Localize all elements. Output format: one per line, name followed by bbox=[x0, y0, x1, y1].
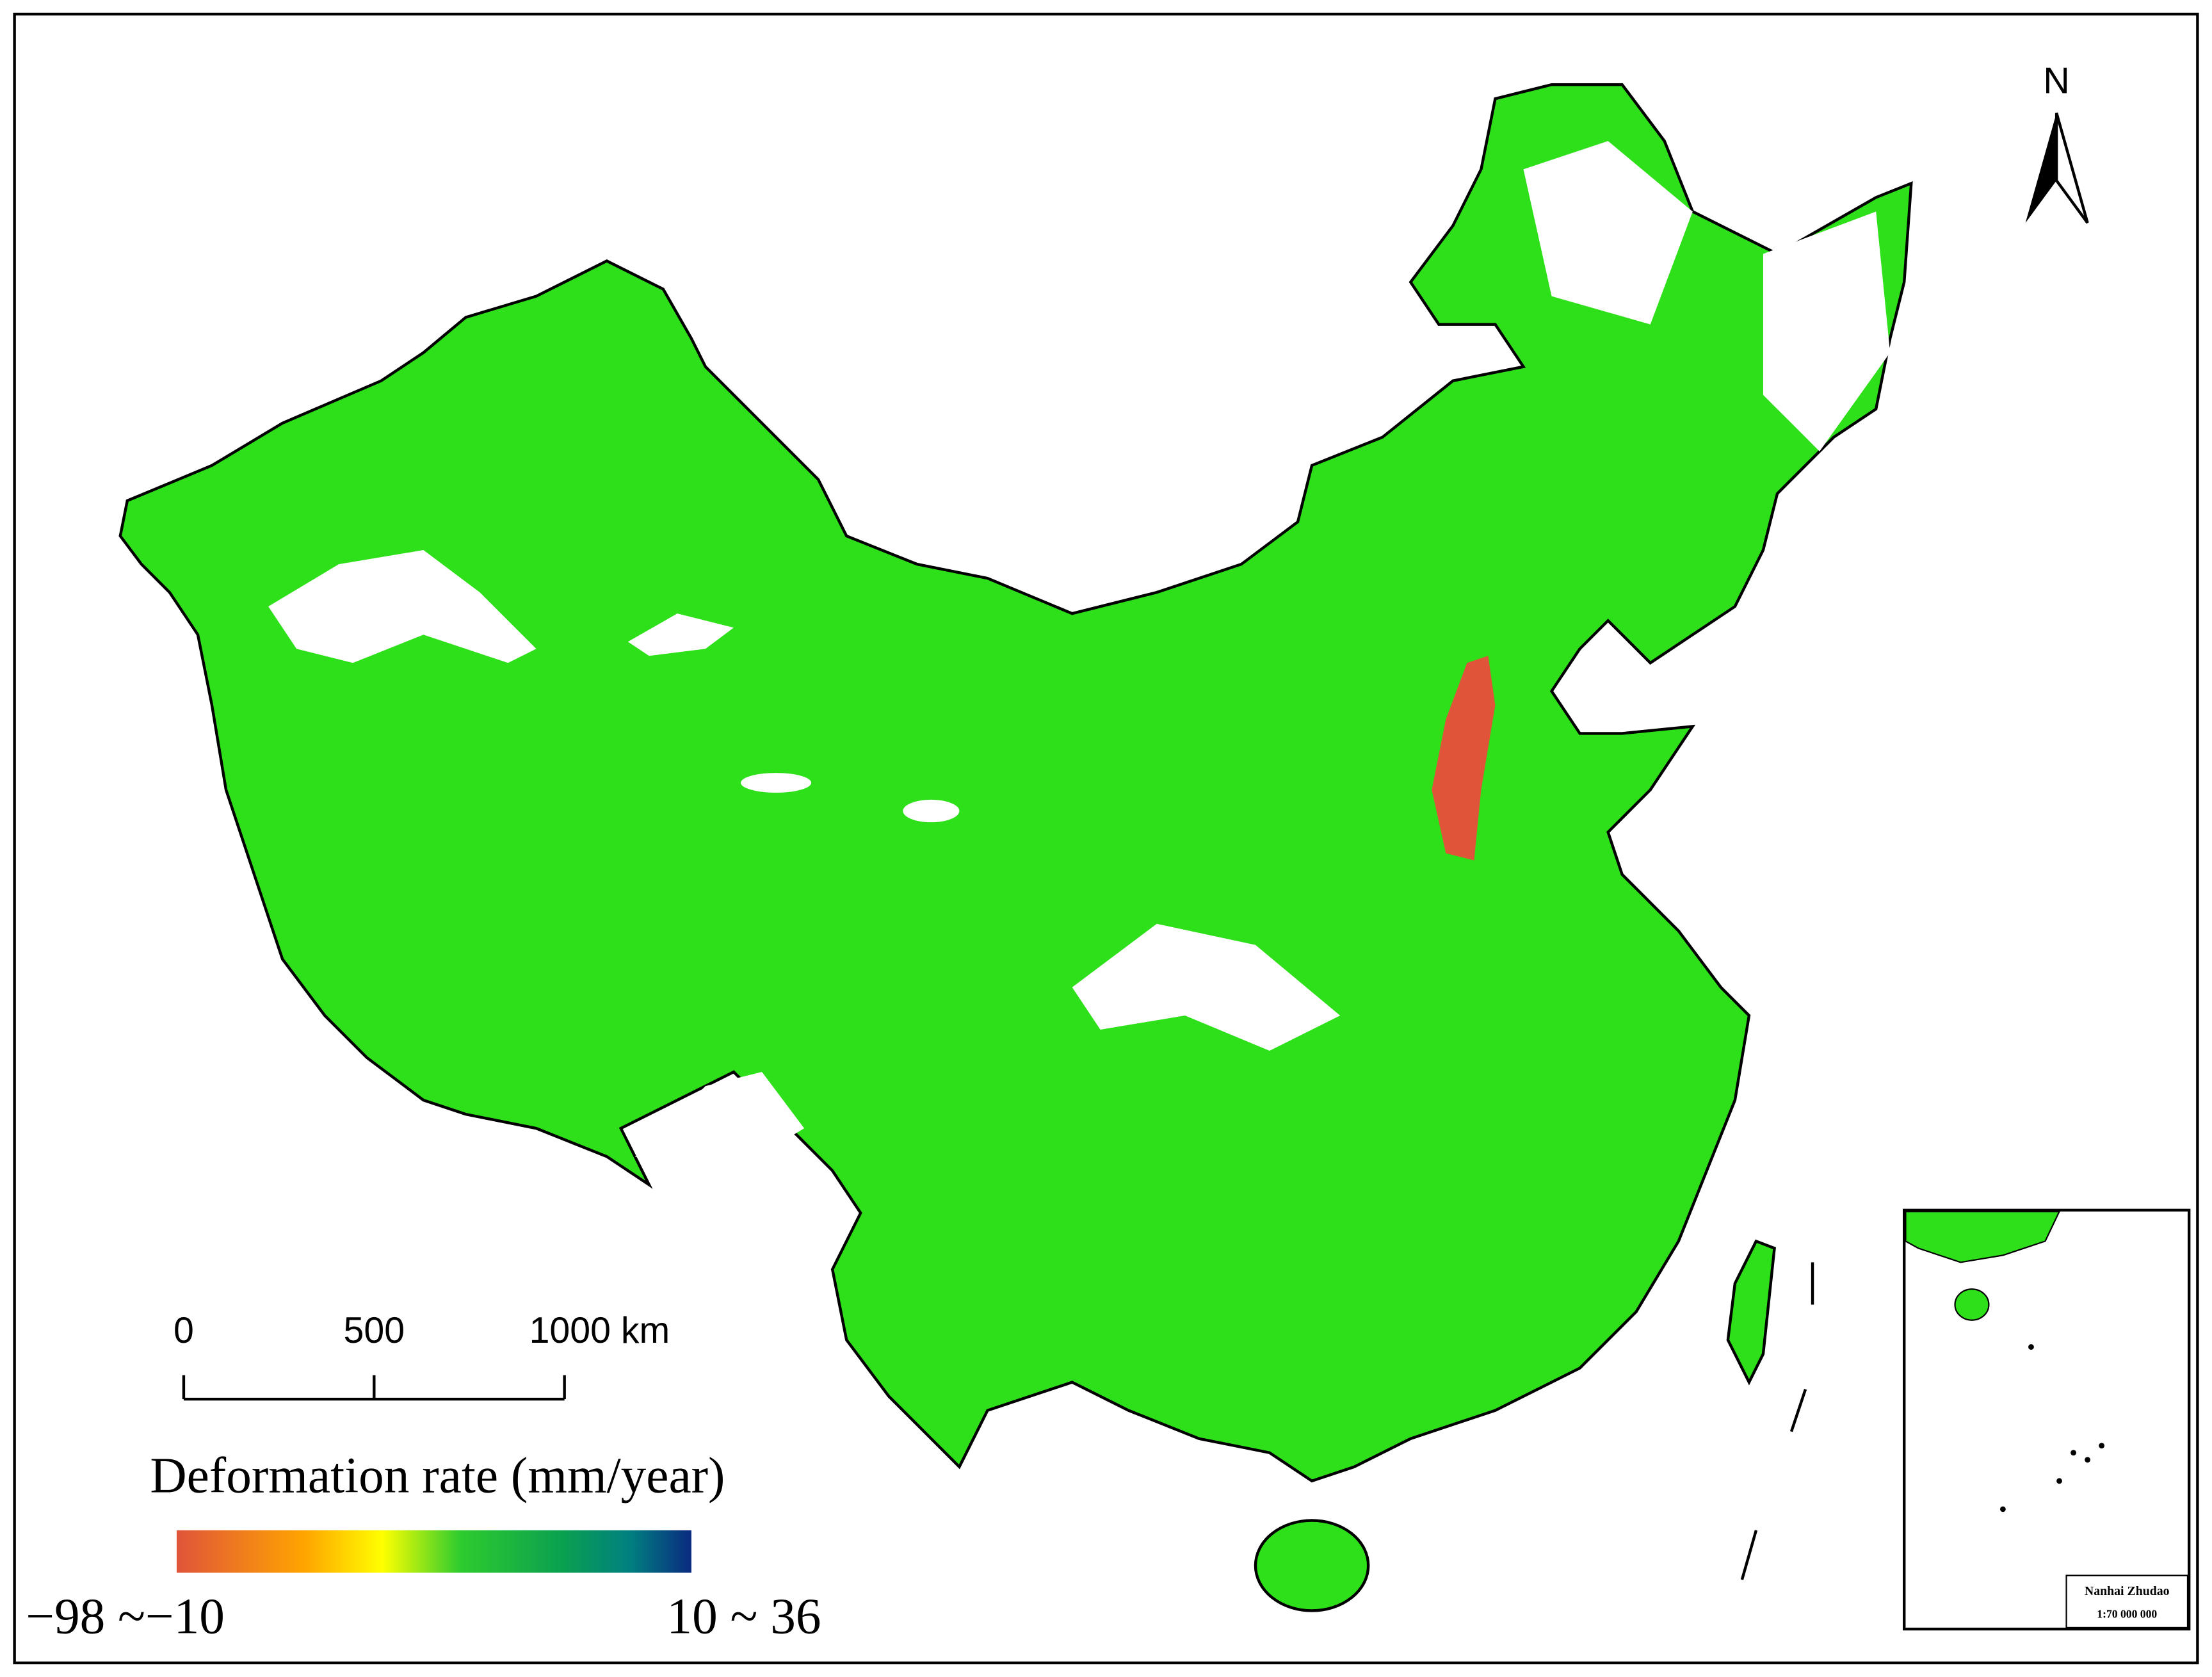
inset-frame bbox=[1903, 1208, 2191, 1631]
patch bbox=[627, 613, 734, 656]
scale-label: 1000 km bbox=[529, 1310, 670, 1351]
maritime-boundary bbox=[1740, 1262, 1814, 1580]
inset-title: Nanhai Zhudao bbox=[2085, 1584, 2170, 1598]
inset-island bbox=[1954, 1288, 1990, 1321]
patch bbox=[1523, 141, 1693, 325]
patch bbox=[268, 550, 537, 663]
patch bbox=[1763, 211, 1891, 451]
legend-high-label: 10 ~ 36 bbox=[666, 1589, 821, 1645]
north-arrow bbox=[2055, 112, 2089, 224]
island-dot bbox=[2071, 1450, 2076, 1456]
hainan-island bbox=[1254, 1519, 1370, 1612]
island-dot bbox=[2099, 1443, 2105, 1449]
boundary-dash bbox=[1740, 1530, 1758, 1580]
legend-colorbar bbox=[176, 1530, 691, 1573]
scale-label: 0 bbox=[174, 1310, 194, 1351]
inset-islands bbox=[2000, 1344, 2105, 1512]
island-dot bbox=[2056, 1478, 2062, 1484]
inset-scale: 1:70 000 000 bbox=[2097, 1607, 2157, 1620]
scale-bar bbox=[182, 1375, 566, 1401]
map-frame bbox=[13, 12, 2199, 1665]
island-dot bbox=[2000, 1506, 2006, 1512]
patch bbox=[741, 773, 812, 793]
island-dot bbox=[2085, 1457, 2090, 1463]
taiwan-island bbox=[1726, 1239, 1776, 1386]
patch bbox=[1072, 923, 1341, 1051]
patch bbox=[634, 1072, 805, 1171]
subsidence-area bbox=[1432, 656, 1496, 861]
island-dot bbox=[2028, 1344, 2034, 1350]
north-label: N bbox=[2043, 60, 2069, 101]
north-arrow bbox=[2025, 113, 2057, 223]
country-area bbox=[118, 83, 1913, 1483]
boundary-dash bbox=[1789, 1388, 1807, 1432]
inset-caption-box bbox=[2065, 1575, 2189, 1629]
legend-title: Deformation rate (mm/year) bbox=[150, 1447, 725, 1503]
inset-map: Nanhai Zhudao 1:70 000 000 bbox=[1903, 1208, 2191, 1631]
scale-label: 500 bbox=[344, 1310, 405, 1351]
inset-land bbox=[1905, 1211, 2061, 1263]
no-data-patches bbox=[268, 141, 1891, 1171]
patch bbox=[903, 799, 960, 823]
legend-low-label: −98 ~−10 bbox=[26, 1589, 225, 1645]
